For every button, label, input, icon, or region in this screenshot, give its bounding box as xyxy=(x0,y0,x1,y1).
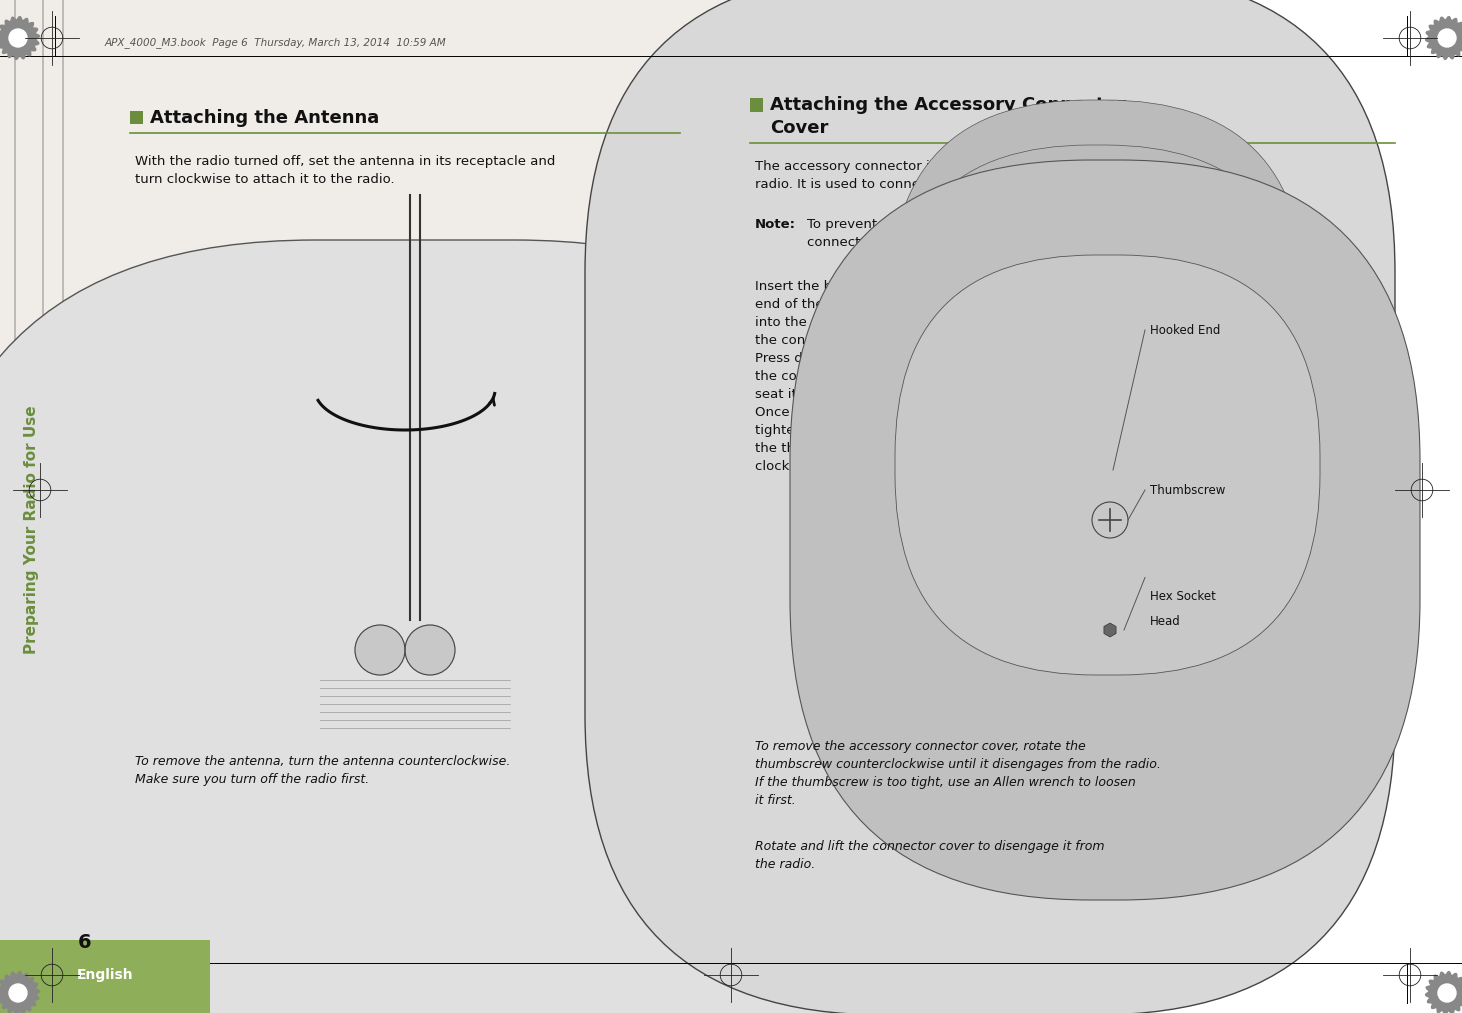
Polygon shape xyxy=(1425,971,1462,1013)
Circle shape xyxy=(1439,29,1456,47)
Polygon shape xyxy=(1098,616,1123,644)
Text: Preparing Your Radio for Use: Preparing Your Radio for Use xyxy=(25,405,39,654)
Polygon shape xyxy=(0,16,39,60)
PathPatch shape xyxy=(289,315,355,410)
FancyBboxPatch shape xyxy=(789,160,1420,900)
Text: into the slot above: into the slot above xyxy=(754,316,880,329)
Text: the connector.: the connector. xyxy=(754,334,851,347)
FancyBboxPatch shape xyxy=(0,940,211,1013)
Text: Rotate and lift the connector cover to disengage it from
the radio.: Rotate and lift the connector cover to d… xyxy=(754,840,1104,871)
Text: Press downward on: Press downward on xyxy=(754,352,885,365)
Circle shape xyxy=(1439,984,1456,1002)
Text: seat it in the slot.: seat it in the slot. xyxy=(754,388,871,401)
Circle shape xyxy=(9,984,26,1002)
FancyBboxPatch shape xyxy=(42,0,860,800)
Text: Once in place,: Once in place, xyxy=(754,406,851,419)
FancyBboxPatch shape xyxy=(890,100,1306,525)
PathPatch shape xyxy=(325,395,465,560)
Text: Insert the hooked: Insert the hooked xyxy=(754,280,873,293)
FancyBboxPatch shape xyxy=(890,220,1306,645)
Circle shape xyxy=(1092,502,1129,538)
Text: Cover: Cover xyxy=(770,119,829,137)
FancyBboxPatch shape xyxy=(890,145,1306,570)
FancyBboxPatch shape xyxy=(585,0,1395,1013)
FancyBboxPatch shape xyxy=(175,200,635,720)
FancyBboxPatch shape xyxy=(890,180,1306,605)
FancyBboxPatch shape xyxy=(0,240,915,1013)
Text: end of the cover: end of the cover xyxy=(754,298,866,311)
Text: English: English xyxy=(76,968,133,982)
Bar xyxy=(750,98,763,111)
Circle shape xyxy=(355,625,405,675)
FancyBboxPatch shape xyxy=(0,0,806,800)
Polygon shape xyxy=(0,971,39,1013)
Text: To remove the antenna, turn the antenna counterclockwise.
Make sure you turn off: To remove the antenna, turn the antenna … xyxy=(135,755,510,786)
Text: Attaching the Accessory Connector: Attaching the Accessory Connector xyxy=(770,96,1126,114)
FancyBboxPatch shape xyxy=(15,0,830,795)
Text: Hooked End: Hooked End xyxy=(1151,323,1221,336)
Text: the cover’s top to: the cover’s top to xyxy=(754,370,873,383)
FancyBboxPatch shape xyxy=(63,0,877,820)
Text: Note:: Note: xyxy=(754,218,795,231)
Text: To remove the accessory connector cover, rotate the
thumbscrew counterclockwise : To remove the accessory connector cover,… xyxy=(754,741,1161,807)
Text: Hex Socket: Hex Socket xyxy=(1151,590,1216,603)
Text: APX_4000_M3.book  Page 6  Thursday, March 13, 2014  10:59 AM: APX_4000_M3.book Page 6 Thursday, March … xyxy=(105,37,447,49)
Text: To prevent damage to the connector, shield it with the
connector cover when not : To prevent damage to the connector, shie… xyxy=(807,218,1171,249)
Polygon shape xyxy=(1425,16,1462,60)
Text: The accessory connector is located on the antenna side of the
radio. It is used : The accessory connector is located on th… xyxy=(754,160,1173,191)
Text: 6: 6 xyxy=(77,934,92,952)
Circle shape xyxy=(9,29,26,47)
Text: Head: Head xyxy=(1151,615,1181,628)
Polygon shape xyxy=(1104,623,1116,637)
Text: tighten by rotating: tighten by rotating xyxy=(754,424,880,437)
Circle shape xyxy=(405,625,455,675)
Text: With the radio turned off, set the antenna in its receptacle and
turn clockwise : With the radio turned off, set the anten… xyxy=(135,155,556,186)
Text: clockwise by hand.: clockwise by hand. xyxy=(754,460,882,473)
Text: Attaching the Antenna: Attaching the Antenna xyxy=(151,109,379,127)
FancyBboxPatch shape xyxy=(895,255,1320,675)
Text: the thumbscrew: the thumbscrew xyxy=(754,442,864,455)
Bar xyxy=(130,111,143,125)
Text: Thumbscrew: Thumbscrew xyxy=(1151,483,1225,496)
